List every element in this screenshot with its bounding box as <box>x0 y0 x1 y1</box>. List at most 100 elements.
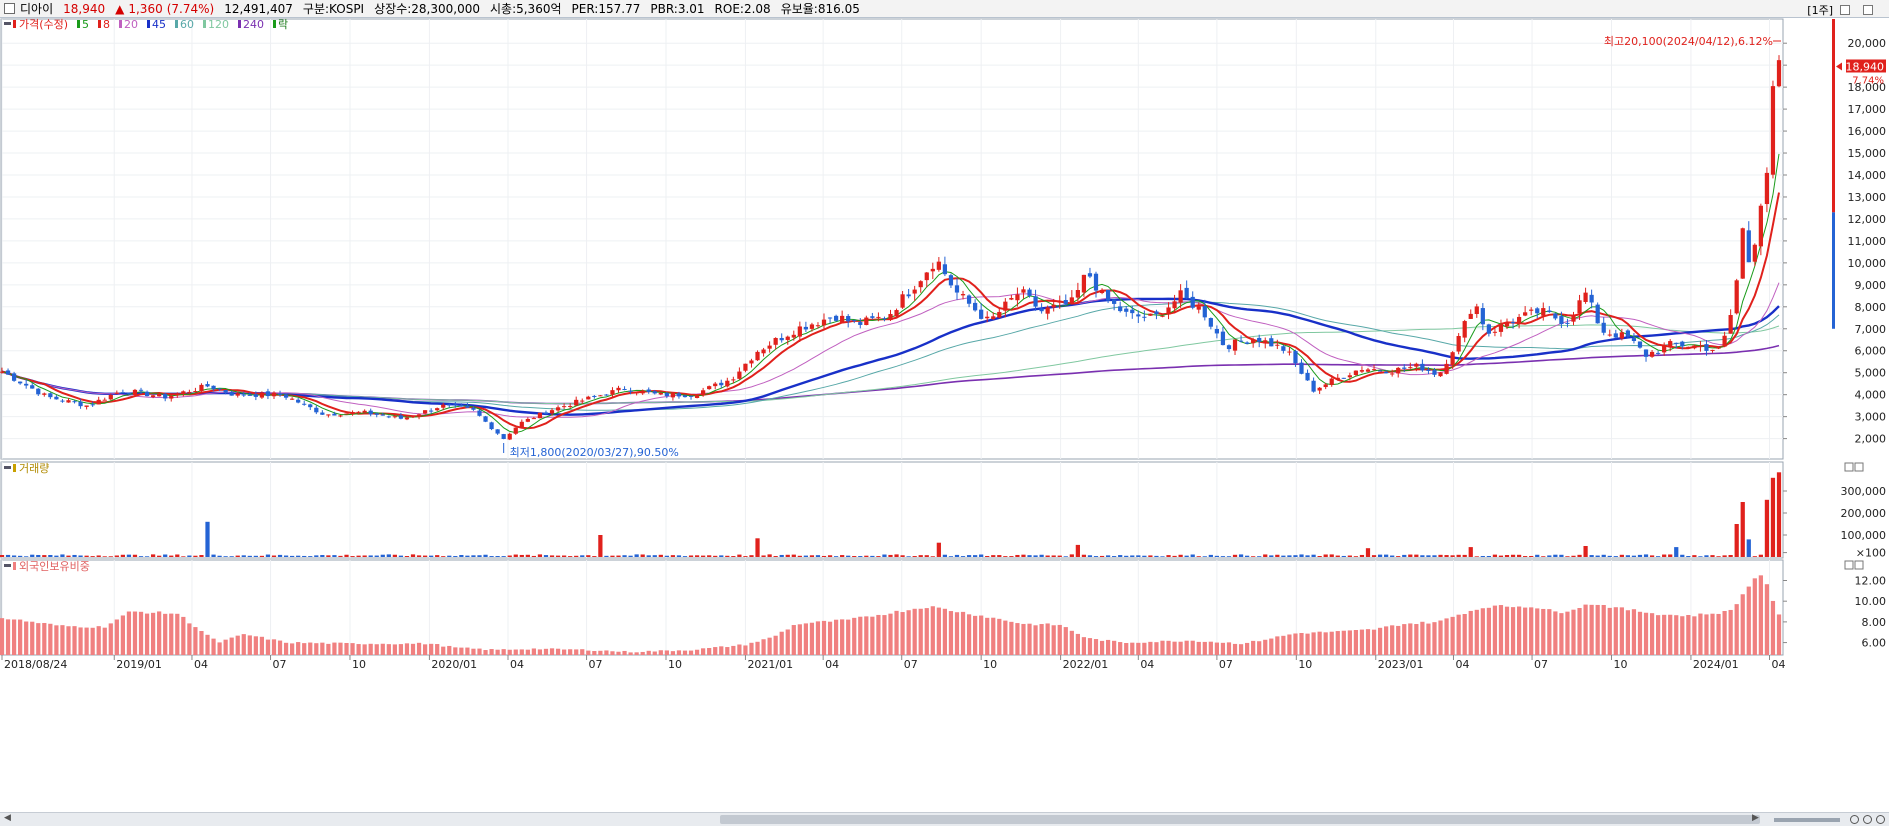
candle-body <box>912 289 917 294</box>
foreign-toggle-icon[interactable] <box>4 564 11 567</box>
volume-bar <box>1692 555 1697 557</box>
foreign-ratio-bar <box>791 625 796 655</box>
horizontal-scrollbar[interactable]: ◀ ▶ <box>0 812 1889 826</box>
volume-bar <box>646 555 651 557</box>
zoom-reset-icon[interactable] <box>1876 815 1885 824</box>
panel-maximize-icon[interactable] <box>1844 462 1854 472</box>
volume-toggle-icon[interactable] <box>4 466 11 469</box>
volume-bar <box>809 555 815 557</box>
candle-body <box>1299 362 1304 374</box>
foreign-ratio-bar <box>235 635 240 655</box>
date-tick-label: 04 <box>825 658 839 671</box>
volume-bar <box>1051 555 1056 557</box>
legend-toggle-icon[interactable] <box>4 22 11 25</box>
volume-bar <box>930 556 935 557</box>
legend-ma-240: 240 <box>243 18 264 31</box>
candle-body <box>1275 344 1280 346</box>
zoom-slider[interactable] <box>1774 817 1840 822</box>
volume-bar <box>821 555 827 557</box>
candle-body <box>1589 294 1594 303</box>
volume-bar <box>670 555 676 557</box>
foreign-ratio-bar <box>108 623 113 655</box>
volume-bar <box>1263 554 1268 557</box>
foreign-ratio-bar <box>1045 623 1050 655</box>
volume-bar <box>779 554 784 557</box>
foreign-ratio-bar <box>960 611 966 655</box>
volume-bar <box>1341 555 1346 557</box>
foreign-ratio-bar <box>1758 575 1763 655</box>
foreign-ratio-bar <box>1329 631 1334 655</box>
candle-body <box>1559 316 1564 325</box>
volume-bar <box>18 555 23 557</box>
close-icon[interactable] <box>1863 5 1873 15</box>
volume-bar <box>1649 555 1655 557</box>
candle-body <box>199 384 204 392</box>
scroll-right-icon[interactable]: ▶ <box>1752 813 1759 823</box>
foreign-ratio-bar <box>211 638 216 655</box>
maximize-icon[interactable] <box>1840 5 1850 15</box>
foreign-ratio-bar <box>942 608 948 655</box>
volume-bar <box>1087 555 1093 557</box>
volume-bar <box>622 555 627 557</box>
candle-body <box>72 401 77 403</box>
zoom-in-icon[interactable] <box>1863 815 1872 824</box>
candle-body <box>1577 300 1582 314</box>
date-tick-label: 10 <box>1613 658 1627 671</box>
panel-maximize-icon[interactable] <box>1844 560 1854 570</box>
legend-ma-swatch <box>238 20 241 28</box>
candle-body <box>561 406 567 408</box>
volume-bar <box>1589 555 1594 557</box>
candle-body <box>1263 340 1268 344</box>
foreign-ratio-bar <box>773 635 778 655</box>
candle-body <box>1752 244 1757 262</box>
period-selector[interactable]: [1주] <box>1807 4 1833 17</box>
foreign-ratio-bar <box>1583 604 1588 655</box>
candle-body <box>586 396 591 400</box>
date-tick-label: 10 <box>1298 658 1312 671</box>
foreign-ratio-bar <box>114 619 119 655</box>
volume-panel-title: 거래량 <box>19 462 49 475</box>
foreign-ratio-bar <box>1396 625 1401 655</box>
foreign-ratio-bar <box>36 623 41 655</box>
volume-bar <box>997 555 1002 557</box>
panel-close-icon[interactable] <box>1854 462 1864 472</box>
candle-body <box>966 295 972 304</box>
date-tick-label: 2020/01 <box>431 658 477 671</box>
candle-body <box>338 415 343 417</box>
volume-bar <box>580 555 585 557</box>
foreign-panel-title: 외국인보유비중 <box>19 560 90 573</box>
date-tick-label: 2021/01 <box>747 658 793 671</box>
volume-bar <box>223 556 228 557</box>
candle-body <box>725 380 730 387</box>
foreign-ratio-bar <box>767 637 772 655</box>
volume-bar <box>894 554 899 557</box>
foreign-ratio-bar <box>386 644 391 655</box>
volume-bar <box>1148 555 1153 557</box>
foreign-ratio-bar <box>138 611 144 655</box>
scroll-thumb[interactable] <box>720 815 1760 824</box>
volume-bar <box>175 554 180 557</box>
volume-bar <box>187 555 192 557</box>
volume-bar <box>259 555 265 557</box>
candle-body <box>1462 321 1467 338</box>
scroll-left-icon[interactable]: ◀ <box>4 813 11 823</box>
candle-body <box>701 390 706 396</box>
foreign-ratio-bar <box>1444 618 1449 655</box>
foreign-ratio-bar <box>1371 629 1377 655</box>
candle-body <box>1390 373 1395 375</box>
candle-body <box>894 310 899 317</box>
panel-toggle-icon[interactable] <box>4 3 15 14</box>
volume-bar <box>1680 554 1685 557</box>
candle-body <box>1468 313 1473 319</box>
stock-name[interactable]: 디아이 <box>20 2 54 16</box>
panel-close-icon[interactable] <box>1854 560 1864 570</box>
foreign-ratio-bar <box>1456 614 1461 655</box>
volume-bar <box>592 556 597 557</box>
volume-bar <box>410 554 416 557</box>
foreign-ratio-bar <box>688 650 694 655</box>
zoom-out-icon[interactable] <box>1850 815 1859 824</box>
candle-body <box>326 414 331 416</box>
candle-body <box>682 395 688 398</box>
candle-body <box>1637 341 1643 348</box>
